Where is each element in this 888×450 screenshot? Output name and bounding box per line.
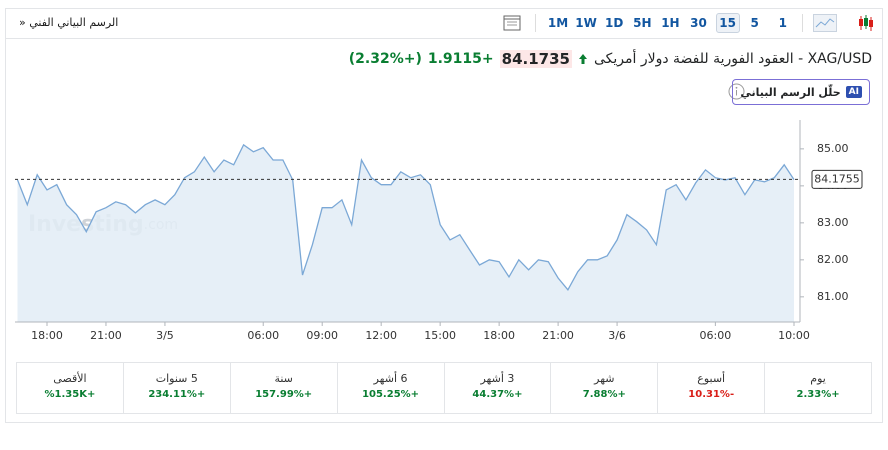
x-tick-label: 06:00: [700, 329, 732, 342]
ai-label: حلّل الرسم البياني: [740, 85, 841, 99]
current-price-label: 84.1755: [814, 172, 860, 185]
up-arrow: [578, 54, 587, 64]
performance-cell: شهر +7.88%: [550, 363, 657, 413]
toolbar-title[interactable]: » الرسم البياني الفني: [19, 16, 118, 29]
performance-cell: سنة +157.99%: [229, 363, 337, 413]
x-tick-label: 09:00: [306, 329, 338, 342]
timeframe-button[interactable]: 1H: [661, 16, 680, 30]
performance-cell: أسبوع -10.31%: [657, 363, 764, 413]
period-change: +44.37%: [472, 389, 523, 400]
candlestick-icon[interactable]: [857, 14, 875, 32]
ai-badge: AI: [845, 86, 862, 98]
layout-icon[interactable]: [503, 15, 521, 31]
expand-icon: »: [19, 16, 26, 29]
x-tick-label: 21:00: [542, 329, 574, 342]
performance-cell: 3 أشهر +44.37%: [443, 363, 551, 413]
x-tick-label: 18:00: [31, 329, 63, 342]
performance-cell: 5 سنوات +234.11%: [122, 363, 230, 413]
period-label: أسبوع: [697, 372, 726, 385]
period-change: +1.35K%: [44, 389, 96, 400]
x-tick-label: 12:00: [365, 329, 397, 342]
period-label: 6 أشهر: [373, 372, 408, 385]
x-tick-label: 10:00: [778, 329, 810, 342]
period-change: -10.31%: [688, 389, 735, 400]
x-tick-label: 18:00: [483, 329, 515, 342]
period-label: سنة: [274, 372, 293, 385]
period-change: +234.11%: [148, 389, 206, 400]
ai-analyze-button[interactable]: AI حلّل الرسم البياني: [732, 79, 870, 105]
period-label: 3 أشهر: [480, 372, 515, 385]
performance-cell: 6 أشهر +105.25%: [336, 363, 444, 413]
period-change: +157.99%: [255, 389, 313, 400]
y-tick-label: 82.00: [817, 253, 849, 266]
period-label: 5 سنوات: [155, 372, 198, 385]
y-tick-label: 83.00: [817, 216, 849, 229]
timeframe-button[interactable]: 1: [778, 16, 787, 30]
separator: [802, 14, 803, 32]
x-tick-label: 21:00: [90, 329, 122, 342]
toolbar: » الرسم البياني الفني 1M 1W 1D 5H 1H 30 15 5 1: [5, 8, 882, 39]
period-label: الأقصى: [53, 372, 87, 385]
period-change: +105.25%: [362, 389, 420, 400]
price-chart: Investing.com81.0082.0083.0084.0085.0018…: [15, 120, 863, 342]
timeframe-button[interactable]: 30: [690, 16, 707, 30]
y-tick-label: 85.00: [817, 142, 849, 155]
timeframe-button[interactable]: 5: [750, 16, 759, 30]
info-icon[interactable]: [728, 83, 745, 100]
y-tick-label: 81.00: [817, 290, 849, 303]
performance-cell: الأقصى +1.35K%: [17, 363, 123, 413]
price-change: +1.9115: [427, 51, 494, 67]
timeframe-button[interactable]: 15: [715, 13, 740, 33]
x-tick-label: 06:00: [247, 329, 279, 342]
instrument-name: XAG/USD - العقود الفورية للفضة دولار أمر…: [593, 51, 872, 67]
x-tick-label: 3/5: [156, 329, 174, 342]
line-chart-icon[interactable]: [813, 14, 837, 32]
period-change: +7.88%: [582, 389, 626, 400]
x-tick-label: 3/6: [608, 329, 626, 342]
widget-frame: [5, 8, 883, 423]
x-tick-label: 15:00: [424, 329, 456, 342]
price-line: [16, 143, 795, 291]
price-area: [17, 144, 794, 322]
timeframe-button[interactable]: 5H: [633, 16, 652, 30]
instrument-header: XAG/USD - العقود الفورية للفضة دولار أمر…: [349, 50, 872, 68]
timeframe-button[interactable]: 1D: [605, 16, 624, 30]
toolbar-title-text: الرسم البياني الفني: [29, 16, 119, 29]
performance-table: يوم +2.33% أسبوع -10.31% شهر +7.88% 3 أشهر +44.…: [16, 362, 872, 414]
period-label: يوم: [810, 372, 826, 385]
separator: [535, 14, 536, 32]
timeframe-button[interactable]: 1M: [547, 16, 569, 30]
price-change-percent: (+2.32%): [348, 51, 422, 67]
period-label: شهر: [594, 372, 615, 385]
timeframe-button[interactable]: 1W: [575, 16, 597, 30]
current-price-tag: [811, 169, 863, 189]
price: 84.1735: [499, 50, 572, 68]
performance-cell: يوم +2.33%: [764, 363, 871, 413]
period-change: +2.33%: [796, 389, 840, 400]
